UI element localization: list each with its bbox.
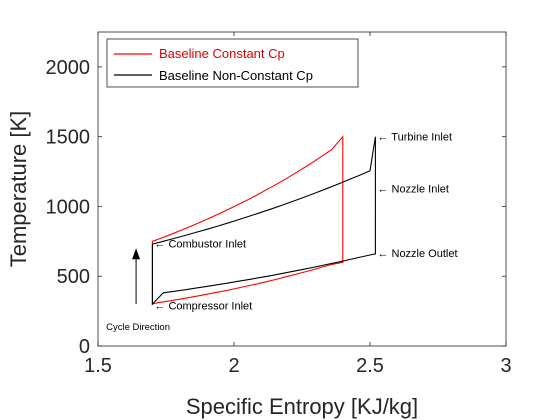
series-layer	[151, 135, 376, 306]
series-line-baseline-constant-cp	[151, 135, 344, 305]
legend-box	[106, 38, 359, 88]
cycle-direction-arrow-head	[132, 248, 141, 260]
annotation-nozzle-outlet: ← Nozzle Outlet	[377, 248, 457, 260]
x-tick-label: 3	[500, 355, 511, 377]
x-tick-label: 2	[228, 355, 239, 377]
series-line-baseline-non-constant-cp	[151, 136, 376, 306]
annotation-combustor-inlet: ← Combustor Inlet	[154, 238, 246, 250]
annotations-layer: ← Turbine Inlet ← Nozzle Inlet ← Nozzle Ou…	[106, 132, 457, 333]
y-tick-label: 0	[79, 336, 90, 358]
legend-label-constant-cp: Baseline Constant Cp	[159, 46, 285, 61]
x-tick-label: 2.5	[356, 355, 384, 377]
y-tick-label: 500	[57, 266, 90, 288]
annotation-nozzle-inlet: ← Nozzle Inlet	[377, 183, 449, 195]
y-tick-label: 1000	[46, 196, 91, 218]
cycle-direction-label: Cycle Direction	[106, 322, 170, 333]
x-tick-label: 1.5	[84, 355, 112, 377]
legend-label-non-constant-cp: Baseline Non-Constant Cp	[159, 68, 313, 83]
annotation-compressor-inlet: ← Compressor Inlet	[154, 301, 252, 313]
y-axis-label: Temperature [K]	[6, 111, 31, 268]
y-tick-label: 1500	[46, 127, 91, 149]
x-axis-label: Specific Entropy [KJ/kg]	[186, 394, 418, 419]
ticks-layer: 1.5 2 2.5 3 0 500 1000 1500 2000	[46, 32, 512, 377]
y-tick-label: 2000	[46, 57, 91, 79]
legend: Baseline Constant Cp Baseline Non-Consta…	[106, 38, 359, 88]
annotation-turbine-inlet: ← Turbine Inlet	[377, 132, 452, 144]
